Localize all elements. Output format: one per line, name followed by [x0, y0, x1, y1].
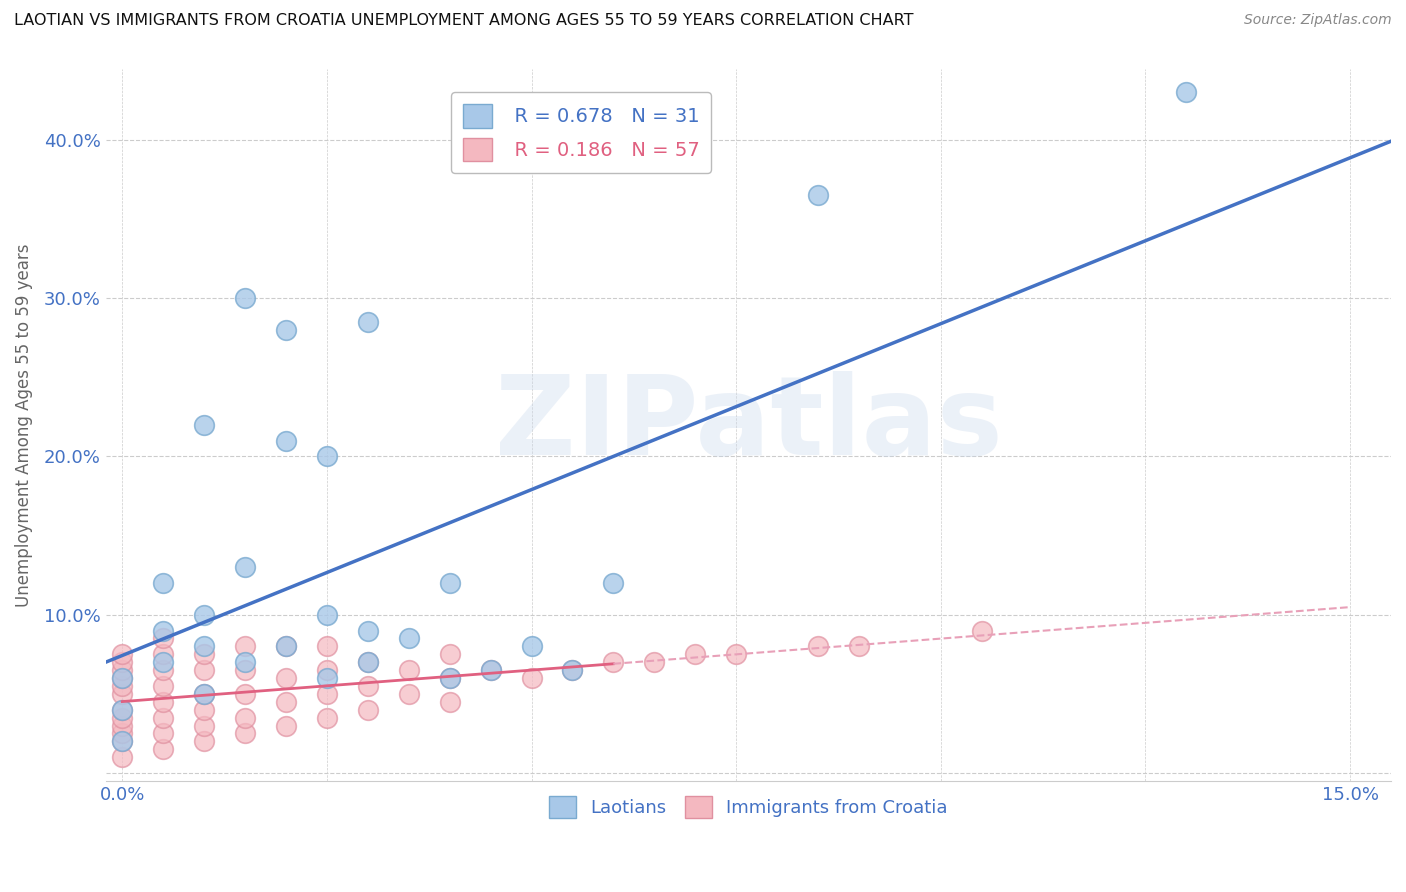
- Point: [233, 560, 256, 574]
- Point: [439, 648, 461, 662]
- Point: [193, 607, 215, 622]
- Point: [152, 624, 174, 638]
- Point: [193, 734, 215, 748]
- Point: [520, 640, 543, 654]
- Point: [848, 640, 870, 654]
- Point: [233, 726, 256, 740]
- Point: [111, 671, 134, 685]
- Point: [479, 663, 502, 677]
- Point: [439, 576, 461, 591]
- Point: [315, 711, 337, 725]
- Point: [274, 434, 297, 448]
- Point: [193, 417, 215, 432]
- Point: [193, 640, 215, 654]
- Point: [193, 648, 215, 662]
- Text: ZIPatlas: ZIPatlas: [495, 371, 1002, 478]
- Point: [111, 703, 134, 717]
- Point: [111, 734, 134, 748]
- Point: [439, 695, 461, 709]
- Point: [152, 632, 174, 646]
- Point: [274, 671, 297, 685]
- Point: [315, 450, 337, 464]
- Point: [357, 315, 380, 329]
- Point: [111, 679, 134, 693]
- Point: [111, 703, 134, 717]
- Point: [643, 655, 665, 669]
- Point: [152, 663, 174, 677]
- Point: [152, 711, 174, 725]
- Point: [193, 687, 215, 701]
- Point: [683, 648, 706, 662]
- Point: [193, 703, 215, 717]
- Point: [193, 687, 215, 701]
- Point: [807, 188, 830, 202]
- Point: [439, 671, 461, 685]
- Point: [152, 576, 174, 591]
- Point: [152, 695, 174, 709]
- Point: [357, 655, 380, 669]
- Point: [357, 703, 380, 717]
- Point: [602, 576, 624, 591]
- Point: [152, 655, 174, 669]
- Point: [315, 687, 337, 701]
- Text: Source: ZipAtlas.com: Source: ZipAtlas.com: [1244, 13, 1392, 28]
- Point: [111, 734, 134, 748]
- Point: [274, 695, 297, 709]
- Point: [357, 624, 380, 638]
- Legend: Laotians, Immigrants from Croatia: Laotians, Immigrants from Croatia: [541, 789, 955, 825]
- Point: [193, 718, 215, 732]
- Point: [233, 655, 256, 669]
- Point: [807, 640, 830, 654]
- Point: [561, 663, 583, 677]
- Point: [111, 648, 134, 662]
- Point: [111, 655, 134, 669]
- Point: [274, 640, 297, 654]
- Point: [233, 687, 256, 701]
- Point: [274, 640, 297, 654]
- Point: [398, 687, 420, 701]
- Point: [970, 624, 993, 638]
- Point: [233, 291, 256, 305]
- Point: [233, 640, 256, 654]
- Y-axis label: Unemployment Among Ages 55 to 59 years: Unemployment Among Ages 55 to 59 years: [15, 243, 32, 607]
- Point: [315, 607, 337, 622]
- Point: [520, 671, 543, 685]
- Point: [315, 671, 337, 685]
- Point: [111, 750, 134, 764]
- Point: [111, 687, 134, 701]
- Point: [398, 663, 420, 677]
- Point: [152, 679, 174, 693]
- Point: [111, 711, 134, 725]
- Point: [152, 742, 174, 756]
- Point: [193, 663, 215, 677]
- Point: [111, 663, 134, 677]
- Point: [152, 726, 174, 740]
- Point: [439, 671, 461, 685]
- Point: [152, 648, 174, 662]
- Point: [315, 640, 337, 654]
- Point: [233, 711, 256, 725]
- Point: [111, 718, 134, 732]
- Point: [357, 679, 380, 693]
- Text: LAOTIAN VS IMMIGRANTS FROM CROATIA UNEMPLOYMENT AMONG AGES 55 TO 59 YEARS CORREL: LAOTIAN VS IMMIGRANTS FROM CROATIA UNEMP…: [14, 13, 914, 29]
- Point: [315, 663, 337, 677]
- Point: [274, 718, 297, 732]
- Point: [725, 648, 748, 662]
- Point: [602, 655, 624, 669]
- Point: [233, 663, 256, 677]
- Point: [111, 671, 134, 685]
- Point: [479, 663, 502, 677]
- Point: [357, 655, 380, 669]
- Point: [398, 632, 420, 646]
- Point: [1175, 85, 1198, 99]
- Point: [561, 663, 583, 677]
- Point: [111, 726, 134, 740]
- Point: [274, 323, 297, 337]
